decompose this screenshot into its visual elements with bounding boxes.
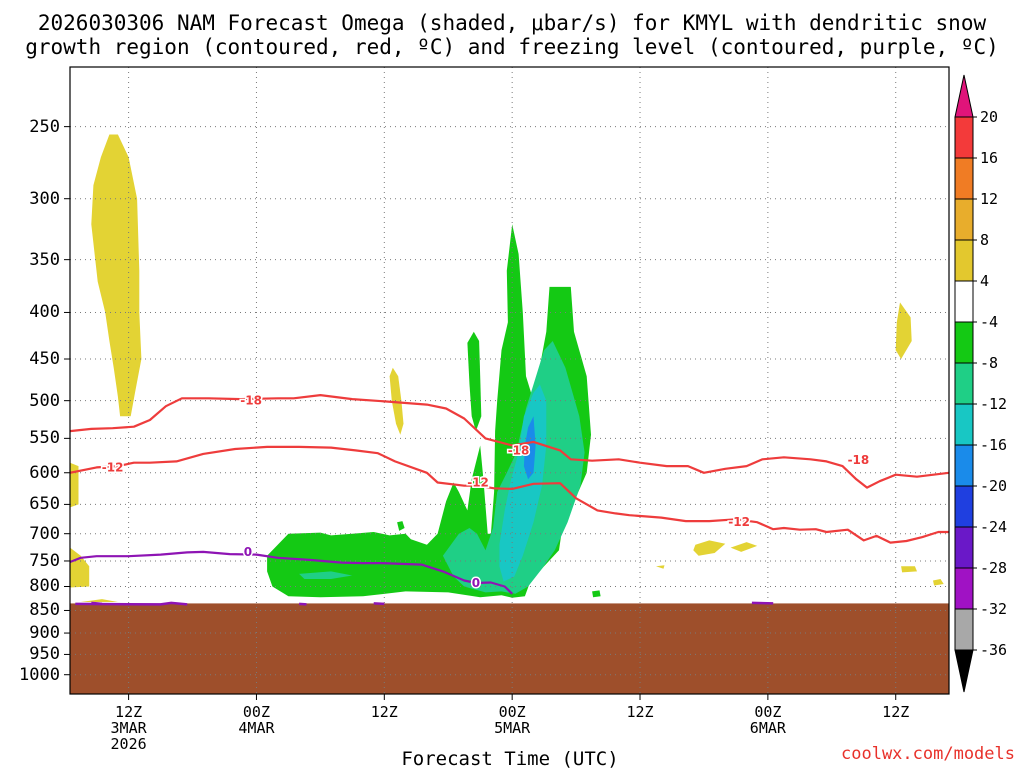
x-tick-label: 12Z — [882, 703, 910, 721]
omega-shade-yellow — [91, 134, 142, 417]
x-tick-label: 4MAR — [238, 719, 275, 737]
contour-line--18 — [70, 394, 949, 489]
x-tick-label: 00Z — [754, 703, 782, 721]
colorbar-swatch — [954, 239, 974, 282]
colorbar-swatch — [954, 157, 974, 200]
y-tick-label: 650 — [29, 494, 60, 515]
x-tick-label: 5MAR — [494, 719, 531, 737]
ground-below-surface — [70, 603, 949, 694]
colorbar-label: -32 — [980, 600, 1008, 618]
plot-content: -18 -18 -18 -12 -12 -12 0 0 — [70, 67, 949, 694]
x-tick-label: 2026 — [110, 735, 147, 753]
omega-shade-yellow — [730, 542, 758, 552]
y-tick-label: 700 — [29, 523, 60, 544]
colorbar-label: 4 — [980, 272, 990, 290]
freezing-level-fragment — [373, 602, 385, 606]
contour-label: 0 — [244, 545, 252, 559]
omega-shade-teal — [442, 341, 585, 594]
colorbar-swatch — [954, 444, 974, 487]
colorbar-swatch — [954, 280, 974, 323]
chart-title-line-2: growth region (contoured, red, ºC) and f… — [25, 35, 999, 59]
omega-shade-green — [592, 590, 601, 598]
contour-label: -18 — [240, 394, 262, 408]
contour-label: -18 — [848, 453, 870, 467]
colorbar-top-triangle — [954, 74, 974, 118]
contour-line--12 — [70, 445, 949, 544]
omega-shade-blue — [523, 416, 536, 480]
freezing-level-fragment — [91, 601, 103, 606]
colorbar-label: -36 — [980, 641, 1008, 659]
colorbar-label: 20 — [980, 108, 999, 126]
colorbar-swatch — [954, 321, 974, 364]
contour-label: -12 — [728, 515, 750, 529]
omega-shade-yellow — [70, 547, 90, 588]
y-tick-label: 900 — [29, 623, 60, 644]
y-tick-label: 350 — [29, 249, 60, 270]
colorbar-label: 16 — [980, 149, 999, 167]
colorbar-label: -16 — [980, 436, 1008, 454]
freezing-level-fragment — [299, 602, 307, 606]
colorbar-swatch — [954, 116, 974, 159]
colorbar-label: 8 — [980, 231, 990, 249]
y-tick-label: 550 — [29, 428, 60, 449]
colorbar-swatch — [954, 567, 974, 610]
colorbar-swatch — [954, 362, 974, 405]
omega-shade-yellow — [901, 566, 917, 573]
chart-title-line-1: 2026030306 NAM Forecast Omega (shaded, μ… — [37, 11, 987, 35]
omega-shade-yellow — [70, 462, 79, 508]
colorbar-label: -28 — [980, 559, 1008, 577]
colorbar-swatch — [954, 485, 974, 528]
y-tick-label: 500 — [29, 390, 60, 411]
omega-shade-yellow — [656, 565, 665, 569]
x-tick-label: 12Z — [115, 703, 143, 721]
colorbar-swatch — [954, 608, 974, 651]
x-tick-label: 6MAR — [749, 719, 786, 737]
y-tick-label: 950 — [29, 644, 60, 665]
omega-shade-green — [397, 521, 405, 531]
omega-shade-yellow — [895, 302, 912, 359]
omega-shade-yellow — [80, 599, 118, 602]
x-tick-label: 3MAR — [110, 719, 147, 737]
contour-line-0 — [70, 550, 513, 595]
contour-label: -12 — [467, 476, 489, 490]
y-tick-label: 750 — [29, 550, 60, 571]
contour-label: -12 — [102, 460, 124, 474]
y-tick-label: 250 — [29, 116, 60, 137]
y-tick-label: 1000 — [19, 664, 60, 685]
colorbar-label: -20 — [980, 477, 1008, 495]
contour-label: 0 — [472, 576, 480, 590]
x-tick-label: 00Z — [498, 703, 526, 721]
colorbar-swatch — [954, 526, 974, 569]
y-tick-label: 850 — [29, 600, 60, 621]
plot-frame — [69, 66, 950, 695]
y-tick-label: 600 — [29, 462, 60, 483]
credit-link[interactable]: coolwx.com/models — [841, 744, 1015, 764]
omega-shade-teal — [299, 571, 353, 579]
colorbar-label: -24 — [980, 518, 1008, 536]
colorbar-label: -8 — [980, 354, 999, 372]
x-axis-title: Forecast Time (UTC) — [401, 748, 619, 770]
colorbar-label: 12 — [980, 190, 999, 208]
y-tick-label: 450 — [29, 349, 60, 369]
omega-shade-green — [467, 331, 482, 432]
colorbar-swatch — [954, 198, 974, 241]
x-tick-label: 00Z — [242, 703, 270, 721]
contour-label: -18 — [508, 443, 530, 457]
colorbar-bottom-triangle — [954, 649, 974, 693]
freezing-level-fragment — [751, 601, 774, 605]
colorbar-label: -12 — [980, 395, 1008, 413]
colorbar-swatch — [954, 403, 974, 446]
omega-shade-yellow — [693, 540, 726, 556]
y-tick-label: 400 — [29, 302, 60, 323]
freezing-level-fragment — [75, 601, 188, 606]
colorbar-label: -4 — [980, 313, 999, 331]
x-tick-label: 12Z — [370, 703, 398, 721]
omega-shade-yellow — [933, 579, 944, 586]
x-tick-label: 12Z — [626, 703, 654, 721]
y-tick-label: 300 — [29, 188, 60, 209]
y-tick-label: 800 — [29, 576, 60, 597]
